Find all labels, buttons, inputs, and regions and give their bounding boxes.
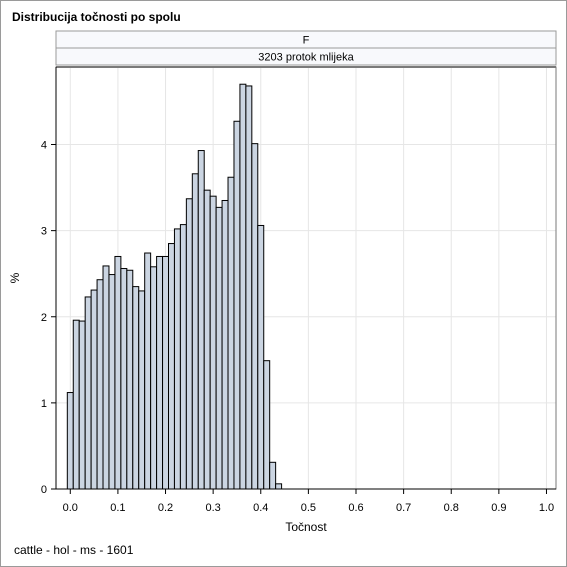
panel-header-sex: F	[303, 35, 310, 47]
histogram-bars	[66, 83, 283, 490]
x-tick-label: 0.0	[63, 502, 78, 514]
x-tick-label: 0.2	[158, 502, 173, 514]
footnote: cattle - hol - ms - 1601	[14, 543, 134, 557]
x-tick-label: 0.1	[110, 502, 125, 514]
panel-header-trait-box	[55, 47, 557, 66]
histogram-bar	[84, 296, 92, 490]
chart-title: Distribucija točnosti po spolu	[12, 10, 181, 24]
histogram-bar	[173, 228, 181, 490]
x-tick-label: 0.8	[444, 502, 459, 514]
histogram-bar	[239, 83, 247, 490]
y-tick-label: 4	[41, 140, 47, 152]
x-tick-label: 0.6	[348, 502, 363, 514]
histogram-bar	[191, 173, 199, 490]
x-tick-label: 0.7	[396, 502, 411, 514]
y-tick-label: 1	[41, 398, 47, 410]
x-tick-label: 1.0	[539, 502, 554, 514]
histogram-bar	[90, 289, 98, 490]
histogram-bar	[251, 143, 259, 490]
histogram-bar	[209, 195, 217, 490]
histogram-bar	[215, 206, 223, 490]
axes: 0.0 0.1 0.2 0.3 0.4 0.5 0.6 0.7 0.8 0.9 1.0 0 1 2 3 4	[41, 66, 556, 514]
histogram-bar	[156, 255, 164, 490]
histogram-bar	[168, 243, 175, 490]
histogram-bar	[102, 265, 110, 490]
histogram-bar	[233, 120, 241, 490]
histogram-bar	[227, 176, 235, 490]
histogram-bar	[120, 268, 128, 490]
histogram-bar	[221, 199, 229, 490]
y-axis-label: %	[8, 272, 22, 283]
x-tick-label: 0.9	[491, 502, 506, 514]
histogram-bar	[197, 150, 205, 490]
histogram-bar	[72, 319, 80, 490]
histogram-bar	[138, 290, 146, 490]
histogram-bar	[269, 461, 277, 490]
histogram-bar	[108, 274, 116, 490]
panel-headers: F 3203 protok mlijeka	[55, 30, 557, 66]
histogram-bar	[257, 224, 265, 490]
panel-header-trait: 3203 protok mlijeka	[258, 52, 354, 64]
histogram-bar	[275, 483, 283, 490]
histogram-bar	[126, 269, 134, 490]
histogram-bar	[185, 198, 193, 490]
histogram-bar	[263, 360, 271, 490]
histogram-bar	[162, 255, 170, 490]
histogram-bar	[245, 85, 253, 490]
histogram-bar	[144, 252, 152, 490]
histogram-bar	[114, 255, 122, 490]
histogram-bar	[66, 392, 74, 490]
y-tick-label: 2	[41, 312, 47, 324]
histogram-bar	[78, 320, 86, 490]
histogram-bar	[150, 266, 158, 490]
x-axis-label: Točnost	[285, 520, 327, 534]
histogram-bar	[132, 286, 140, 490]
x-tick-label: 0.4	[253, 502, 268, 514]
y-tick-label: 0	[41, 484, 47, 496]
histogram-bar	[96, 279, 104, 490]
histogram-bar	[179, 224, 187, 490]
histogram-bar	[203, 189, 211, 490]
x-tick-label: 0.3	[205, 502, 220, 514]
y-tick-label: 3	[41, 226, 47, 238]
x-tick-label: 0.5	[301, 502, 316, 514]
